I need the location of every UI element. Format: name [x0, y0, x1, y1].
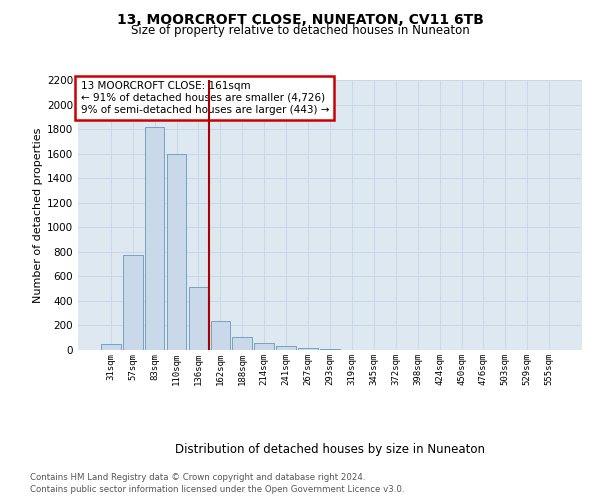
- Bar: [123, 255, 143, 350]
- Bar: [232, 336, 252, 350]
- Bar: [188, 288, 208, 350]
- Text: Distribution of detached houses by size in Nuneaton: Distribution of detached houses by size …: [175, 442, 485, 456]
- Text: 13 MOORCROFT CLOSE: 161sqm
← 91% of detached houses are smaller (4,726)
9% of se: 13 MOORCROFT CLOSE: 161sqm ← 91% of deta…: [80, 82, 329, 114]
- Bar: [298, 348, 318, 350]
- Bar: [167, 154, 187, 350]
- Text: Contains HM Land Registry data © Crown copyright and database right 2024.: Contains HM Land Registry data © Crown c…: [30, 472, 365, 482]
- Text: Size of property relative to detached houses in Nuneaton: Size of property relative to detached ho…: [131, 24, 469, 37]
- Bar: [276, 346, 296, 350]
- Bar: [320, 349, 340, 350]
- Bar: [101, 344, 121, 350]
- Text: Contains public sector information licensed under the Open Government Licence v3: Contains public sector information licen…: [30, 485, 404, 494]
- Y-axis label: Number of detached properties: Number of detached properties: [33, 128, 43, 302]
- Bar: [145, 126, 164, 350]
- Bar: [211, 321, 230, 350]
- Bar: [254, 344, 274, 350]
- Text: 13, MOORCROFT CLOSE, NUNEATON, CV11 6TB: 13, MOORCROFT CLOSE, NUNEATON, CV11 6TB: [116, 12, 484, 26]
